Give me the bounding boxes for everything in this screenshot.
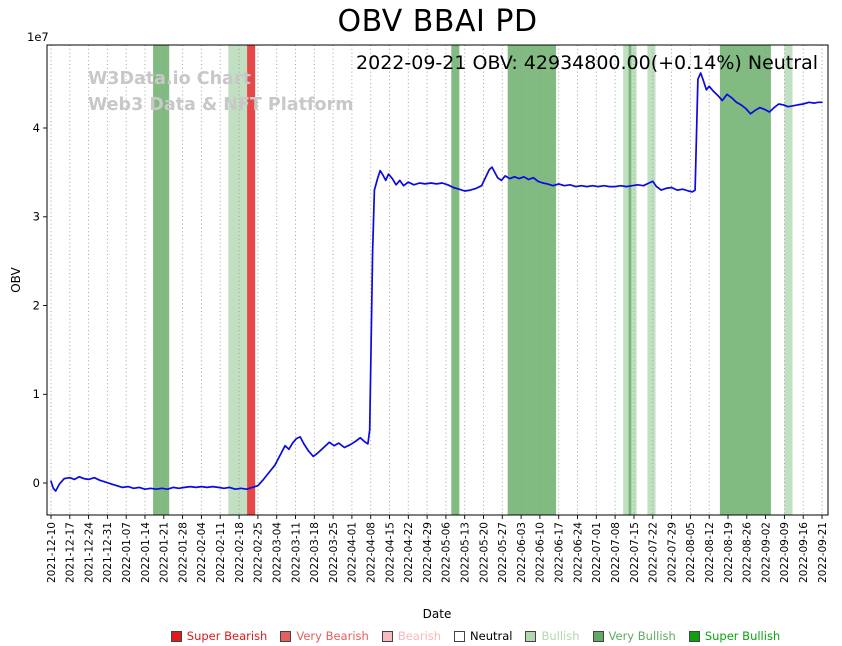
x-tick-label: 2021-12-31 — [102, 522, 114, 583]
legend-label: Neutral — [470, 629, 513, 643]
x-tick-label: 2022-08-12 — [704, 522, 716, 583]
signal-band-very_bullish — [153, 45, 170, 515]
legend-swatch-bearish — [381, 630, 393, 642]
x-tick-label: 2022-08-26 — [742, 522, 754, 583]
x-tick-label: 2022-03-25 — [328, 522, 340, 583]
x-tick-label: 2022-04-15 — [384, 522, 396, 583]
x-tick-label: 2022-01-21 — [159, 522, 171, 583]
x-tick-label: 2022-05-13 — [460, 522, 472, 583]
signal-band-bullish — [784, 45, 793, 515]
y-axis-label: OBV — [9, 267, 23, 293]
signal-band-bullish — [228, 45, 248, 515]
x-tick-label: 2022-07-29 — [666, 522, 678, 583]
signal-band-very_bullish — [451, 45, 460, 515]
legend-label: Bullish — [541, 629, 580, 643]
x-tick-label: 2022-02-25 — [253, 522, 265, 583]
legend-item-bearish: Bearish — [381, 629, 442, 643]
legend-item-super-bearish: Super Bearish — [170, 629, 268, 643]
x-tick-label: 2022-09-02 — [760, 522, 772, 583]
x-tick-label: 2022-07-22 — [648, 522, 660, 583]
x-tick-label: 2022-01-28 — [177, 522, 189, 583]
legend-swatch-very-bullish — [592, 630, 604, 642]
x-tick-label: 2022-08-05 — [685, 522, 697, 583]
legend-swatch-neutral — [454, 630, 466, 642]
watermark-line2: Web3 Data & NFT Platform — [88, 95, 354, 116]
x-tick-label: 2022-07-08 — [610, 522, 622, 583]
x-tick-label: 2022-04-01 — [347, 522, 359, 583]
y-tick-label: 1 — [33, 387, 40, 401]
legend-swatch-super-bullish — [688, 630, 700, 642]
plot-frame — [46, 44, 829, 516]
x-tick-label: 2021-12-10 — [46, 522, 58, 583]
y-axis-offset-label: 1e7 — [27, 30, 49, 44]
legend-label: Very Bullish — [608, 629, 676, 643]
x-tick-label: 2022-05-06 — [441, 522, 453, 583]
x-tick-label: 2022-04-29 — [422, 522, 434, 583]
x-tick-label: 2022-03-04 — [272, 522, 284, 583]
x-tick-label: 2022-08-19 — [723, 522, 735, 583]
legend-label: Super Bearish — [186, 629, 268, 643]
x-tick-label: 2022-09-21 — [817, 522, 829, 583]
legend-swatch-super-bearish — [170, 630, 182, 642]
x-tick-label: 2022-02-04 — [196, 522, 208, 583]
obv-series-line — [50, 72, 823, 492]
y-tick-label: 2 — [33, 298, 40, 312]
legend-swatch-bullish — [525, 630, 537, 642]
signal-band-very_bullish — [628, 45, 632, 515]
legend-item-neutral: Neutral — [454, 629, 512, 643]
y-tick-label: 0 — [33, 476, 40, 490]
x-tick-label: 2022-01-07 — [121, 522, 133, 583]
signal-band-bullish — [647, 45, 656, 515]
signal-band-very_bullish — [507, 45, 557, 515]
x-tick-label: 2022-01-14 — [140, 522, 152, 583]
x-tick-label: 2021-12-24 — [83, 522, 95, 583]
signal-band-super_bearish — [247, 45, 256, 515]
legend-swatch-very-bearish — [280, 630, 292, 642]
legend: Super Bearish Very Bearish Bearish Neutral B… — [115, 629, 836, 643]
x-tick-label: 2022-06-03 — [516, 522, 528, 583]
x-axis-label: Date — [422, 607, 452, 621]
x-tick-label: 2022-06-24 — [572, 522, 584, 583]
y-tick-label: 3 — [33, 210, 40, 224]
x-tick-label: 2022-09-16 — [798, 522, 810, 583]
x-tick-label: 2022-03-11 — [290, 522, 302, 583]
x-tick-label: 2021-12-17 — [65, 522, 77, 583]
legend-label: Very Bearish — [296, 629, 369, 643]
x-tick-label: 2022-03-18 — [309, 522, 321, 583]
legend-label: Super Bullish — [704, 629, 781, 643]
latest-obv-annotation: 2022-09-21 OBV: 42934800.00(+0.14%) Neut… — [356, 52, 818, 74]
legend-item-bullish: Bullish — [525, 629, 580, 643]
x-tick-label: 2022-02-11 — [215, 522, 227, 583]
x-tick-label: 2022-07-15 — [629, 522, 641, 583]
x-tick-label: 2022-05-27 — [497, 522, 509, 583]
watermark: W3Data.io Chart Web3 Data & NFT Platform — [88, 66, 353, 119]
x-tick-label: 2022-02-18 — [234, 522, 246, 583]
legend-item-super-bullish: Super Bullish — [688, 629, 781, 643]
x-tick-label: 2022-04-08 — [366, 522, 378, 583]
x-tick-label: 2022-09-09 — [779, 522, 791, 583]
y-tick-label: 4 — [33, 121, 40, 135]
x-tick-label: 2022-04-22 — [403, 522, 415, 583]
legend-item-very-bearish: Very Bearish — [280, 629, 369, 643]
x-tick-label: 2022-06-10 — [535, 522, 547, 583]
page-title: OBV BBAI PD — [337, 4, 538, 39]
watermark-line1: W3Data.io Chart — [88, 69, 251, 89]
legend-label: Bearish — [397, 629, 442, 643]
x-tick-label: 2022-06-17 — [554, 522, 566, 583]
legend-item-very-bullish: Very Bullish — [592, 629, 676, 643]
x-tick-label: 2022-07-01 — [591, 522, 603, 583]
x-tick-label: 2022-05-20 — [478, 522, 490, 583]
